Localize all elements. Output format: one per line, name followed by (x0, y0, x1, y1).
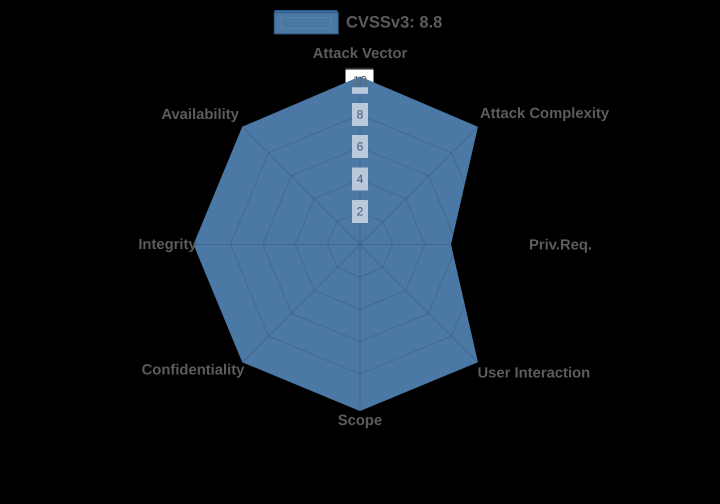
svg-text:User Interaction: User Interaction (478, 366, 591, 382)
svg-text:10: 10 (353, 73, 367, 88)
svg-text:4: 4 (357, 172, 364, 186)
svg-text:Attack Vector: Attack Vector (313, 46, 408, 62)
svg-text:Scope: Scope (338, 413, 382, 429)
svg-text:Integrity: Integrity (138, 237, 197, 253)
svg-text:8: 8 (357, 108, 364, 122)
svg-text:CVSSv3: 8.8: CVSSv3: 8.8 (346, 14, 442, 32)
svg-text:2: 2 (357, 205, 364, 219)
svg-text:6: 6 (357, 140, 364, 154)
svg-text:Confidentiality: Confidentiality (142, 363, 246, 379)
svg-text:Attack Complexity: Attack Complexity (480, 106, 610, 122)
svg-text:Priv.Req.: Priv.Req. (529, 238, 592, 254)
svg-text:Availability: Availability (161, 107, 239, 123)
